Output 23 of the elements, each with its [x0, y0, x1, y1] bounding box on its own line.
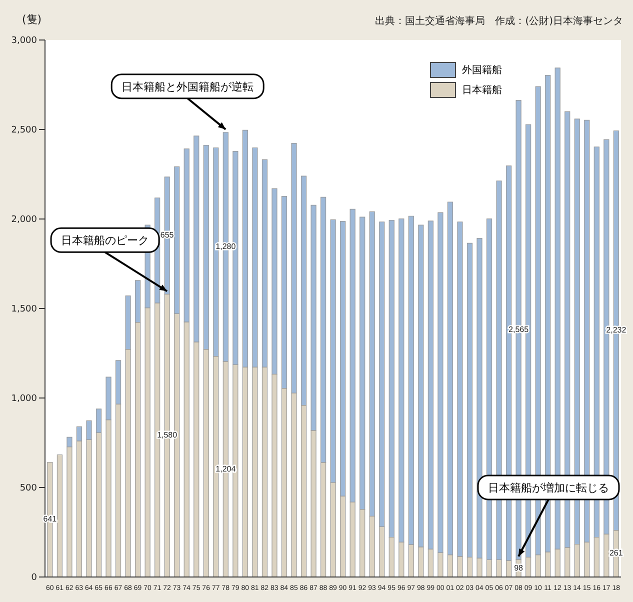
y-tick-label: 0	[31, 573, 38, 584]
y-tick-label: 2,000	[11, 215, 38, 226]
annotation: 日本籍船のピーク	[61, 234, 150, 248]
data-label: 655	[160, 230, 174, 240]
data-label: 261	[610, 548, 624, 558]
y-tick-label: 1,000	[11, 394, 38, 404]
data-label: 1,280	[216, 242, 236, 252]
y-tick-label: 3,000	[11, 36, 38, 46]
data-label: 1,204	[216, 464, 236, 474]
legend-label: 日本籍船	[462, 84, 502, 97]
y-tick-label: 2,500	[11, 126, 38, 136]
annotation: 日本籍船が増加に転じる	[488, 481, 609, 494]
y-tick-label: 1,500	[11, 304, 38, 315]
data-label: 1,580	[157, 430, 178, 440]
annotation: 日本籍船と外国籍船が逆転	[122, 80, 254, 94]
source-note: 出典：国土交通省海事局 作成：(公財)日本海事センタ	[375, 14, 623, 28]
data-label: 2,232	[606, 326, 627, 335]
data-label: 2,565	[508, 325, 530, 334]
legend-label: 外国籍船	[462, 64, 502, 77]
y-tick-label: 500	[20, 484, 38, 494]
y-axis-title: (隻)	[22, 12, 42, 27]
bar	[56, 454, 63, 577]
data-label: 98	[514, 563, 524, 572]
